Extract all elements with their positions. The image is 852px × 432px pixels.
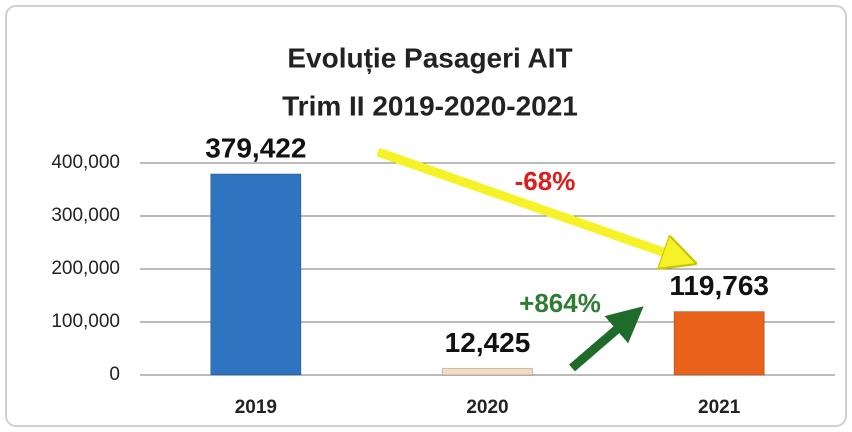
y-tick-label: 100,000: [51, 311, 120, 332]
bar: [441, 367, 534, 376]
growth-arrow: [569, 306, 644, 372]
annotation: +864%: [519, 288, 601, 318]
x-tick-label: 2021: [698, 397, 741, 418]
y-tick-label: 0: [109, 364, 120, 385]
value-label: 12,425: [445, 327, 531, 358]
bar: [673, 311, 765, 376]
bar: [210, 173, 302, 376]
x-tick-label: 2020: [466, 397, 508, 418]
value-label: 119,763: [669, 270, 769, 301]
value-label: 379,422: [205, 132, 306, 163]
chart-title: Evoluție Pasageri AIT: [287, 42, 572, 73]
y-tick-label: 200,000: [51, 258, 120, 279]
x-tick-label: 2019: [235, 397, 277, 418]
y-tick-label: 300,000: [51, 205, 120, 226]
annotation: -68%: [515, 166, 576, 196]
y-tick-label: 400,000: [51, 152, 120, 173]
chart-subtitle: Trim II 2019-2020-2021: [282, 90, 578, 121]
decline-arrow: [376, 147, 680, 258]
